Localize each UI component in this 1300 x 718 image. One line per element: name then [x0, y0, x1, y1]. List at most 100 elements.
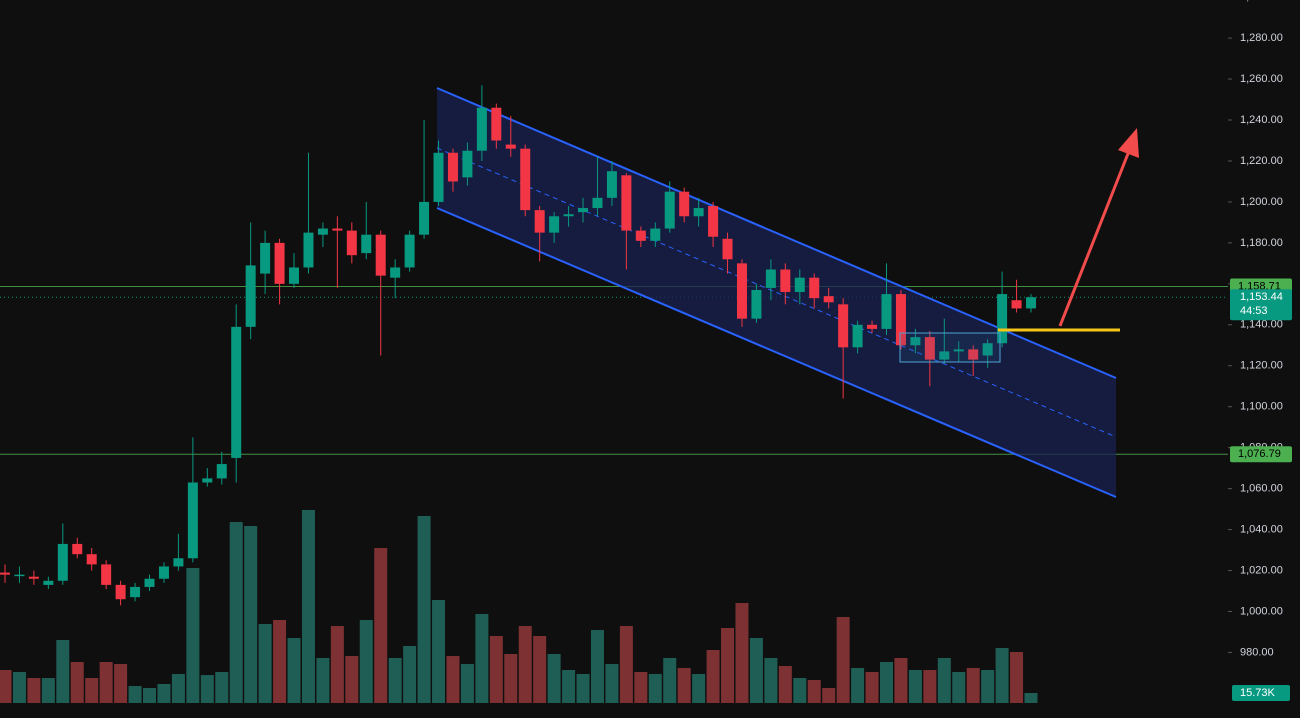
- volume-bar: [114, 664, 128, 703]
- candle-body: [375, 234, 386, 276]
- volume-bar: [764, 657, 778, 703]
- volume-bar: [41, 678, 55, 703]
- volume-label: 15.73K: [1240, 687, 1276, 699]
- volume-bar: [475, 614, 489, 703]
- volume-bar: [908, 670, 922, 703]
- arrow-head: [1118, 128, 1139, 158]
- candle-body: [982, 343, 993, 356]
- candle-body: [592, 197, 603, 209]
- volume-bar: [316, 657, 330, 703]
- candle-body: [158, 566, 169, 579]
- candle-body: [361, 234, 372, 254]
- y-tick-label: 1,100.00: [1240, 401, 1283, 413]
- volume-bar: [417, 515, 431, 703]
- volume-bar: [359, 619, 373, 703]
- volume-bar: [460, 664, 474, 703]
- volume-bar: [721, 627, 735, 703]
- volume-bar: [70, 661, 84, 703]
- candle-body: [635, 230, 646, 241]
- candle-body: [1026, 297, 1036, 309]
- volume-bar: [547, 653, 561, 703]
- candle-body: [419, 201, 430, 235]
- volume-tag: [1232, 685, 1290, 701]
- y-tick-label: 980.00: [1240, 646, 1274, 658]
- candle-body: [346, 230, 357, 256]
- volume-bar: [12, 671, 26, 703]
- y-tick-label: 1,220.00: [1240, 155, 1283, 167]
- candle-body: [14, 574, 25, 577]
- volume-bar: [663, 657, 677, 703]
- volume-layer: [0, 510, 1038, 703]
- candle-body: [823, 296, 834, 303]
- candle-body: [101, 564, 112, 585]
- y-tick-label: 1,200.00: [1240, 196, 1283, 208]
- volume-bar: [27, 678, 41, 703]
- volume-bar: [186, 567, 200, 703]
- candle-body: [939, 351, 950, 360]
- volume-bar: [851, 667, 865, 703]
- volume-bar: [706, 649, 720, 703]
- candle-body: [390, 267, 401, 278]
- volume-bar: [1010, 652, 1024, 703]
- candle-body: [563, 214, 574, 217]
- candle-body: [708, 206, 719, 237]
- candle-body: [404, 234, 415, 268]
- volume-bar: [273, 619, 287, 703]
- volume-bar: [576, 674, 590, 703]
- candle-body: [86, 554, 97, 565]
- y-tick-label: 1,000.00: [1240, 605, 1283, 617]
- volume-bar: [518, 626, 532, 703]
- channel-fill: [437, 88, 1116, 497]
- volume-bar: [85, 678, 99, 703]
- candle-body: [693, 208, 704, 217]
- volume-bar: [605, 664, 619, 703]
- volume-bar: [432, 600, 446, 703]
- candle-body: [650, 228, 661, 241]
- level-tag: [1230, 446, 1292, 463]
- volume-bar: [388, 657, 402, 703]
- candle-body: [332, 228, 343, 231]
- y-tick-label: 1,140.00: [1240, 319, 1283, 331]
- volume-bar: [56, 640, 70, 703]
- volume-bar: [807, 679, 821, 703]
- candle-body: [462, 150, 473, 178]
- range-box: [899, 332, 1001, 363]
- volume-bar: [287, 638, 301, 703]
- y-tick-label: 1,040.00: [1240, 523, 1283, 535]
- volume-bar: [793, 678, 807, 703]
- candle-body: [317, 228, 328, 235]
- arrow-shaft: [1058, 145, 1133, 327]
- volume-bar: [229, 522, 243, 703]
- candle-body: [130, 586, 141, 598]
- candle-body: [679, 191, 690, 217]
- candle-body: [115, 584, 126, 600]
- current-price-tag: [1230, 289, 1292, 321]
- volume-bar: [403, 645, 417, 703]
- candle-body: [57, 543, 68, 581]
- candle-body: [852, 324, 863, 348]
- axis-layer: 980.00 1,000.00 1,020.00 1,040.00 1,060.00 1,…: [1228, 0, 1292, 701]
- y-tick-label: 1,240.00: [1240, 114, 1283, 126]
- volume-bar: [504, 653, 518, 703]
- y-tick-label: 1,260.00: [1240, 73, 1283, 85]
- candle-body: [621, 175, 632, 231]
- candle-body: [867, 324, 878, 329]
- candle-body: [794, 277, 805, 293]
- candle-body: [245, 265, 256, 327]
- candle-body: [144, 578, 155, 587]
- volume-bar: [562, 670, 576, 703]
- candle-body: [910, 337, 921, 346]
- level-label: 1,076.79: [1238, 448, 1281, 460]
- volume-bar: [1024, 693, 1038, 703]
- y-tick-label: 1,180.00: [1240, 237, 1283, 249]
- candle-body: [231, 326, 242, 458]
- candle-body: [997, 294, 1008, 344]
- y-tick-label: 1,060.00: [1240, 483, 1283, 495]
- candle-body: [216, 464, 227, 479]
- candle-body: [433, 152, 444, 202]
- volume-bar: [374, 548, 388, 703]
- volume-bar: [778, 666, 792, 703]
- candle-body: [303, 232, 314, 268]
